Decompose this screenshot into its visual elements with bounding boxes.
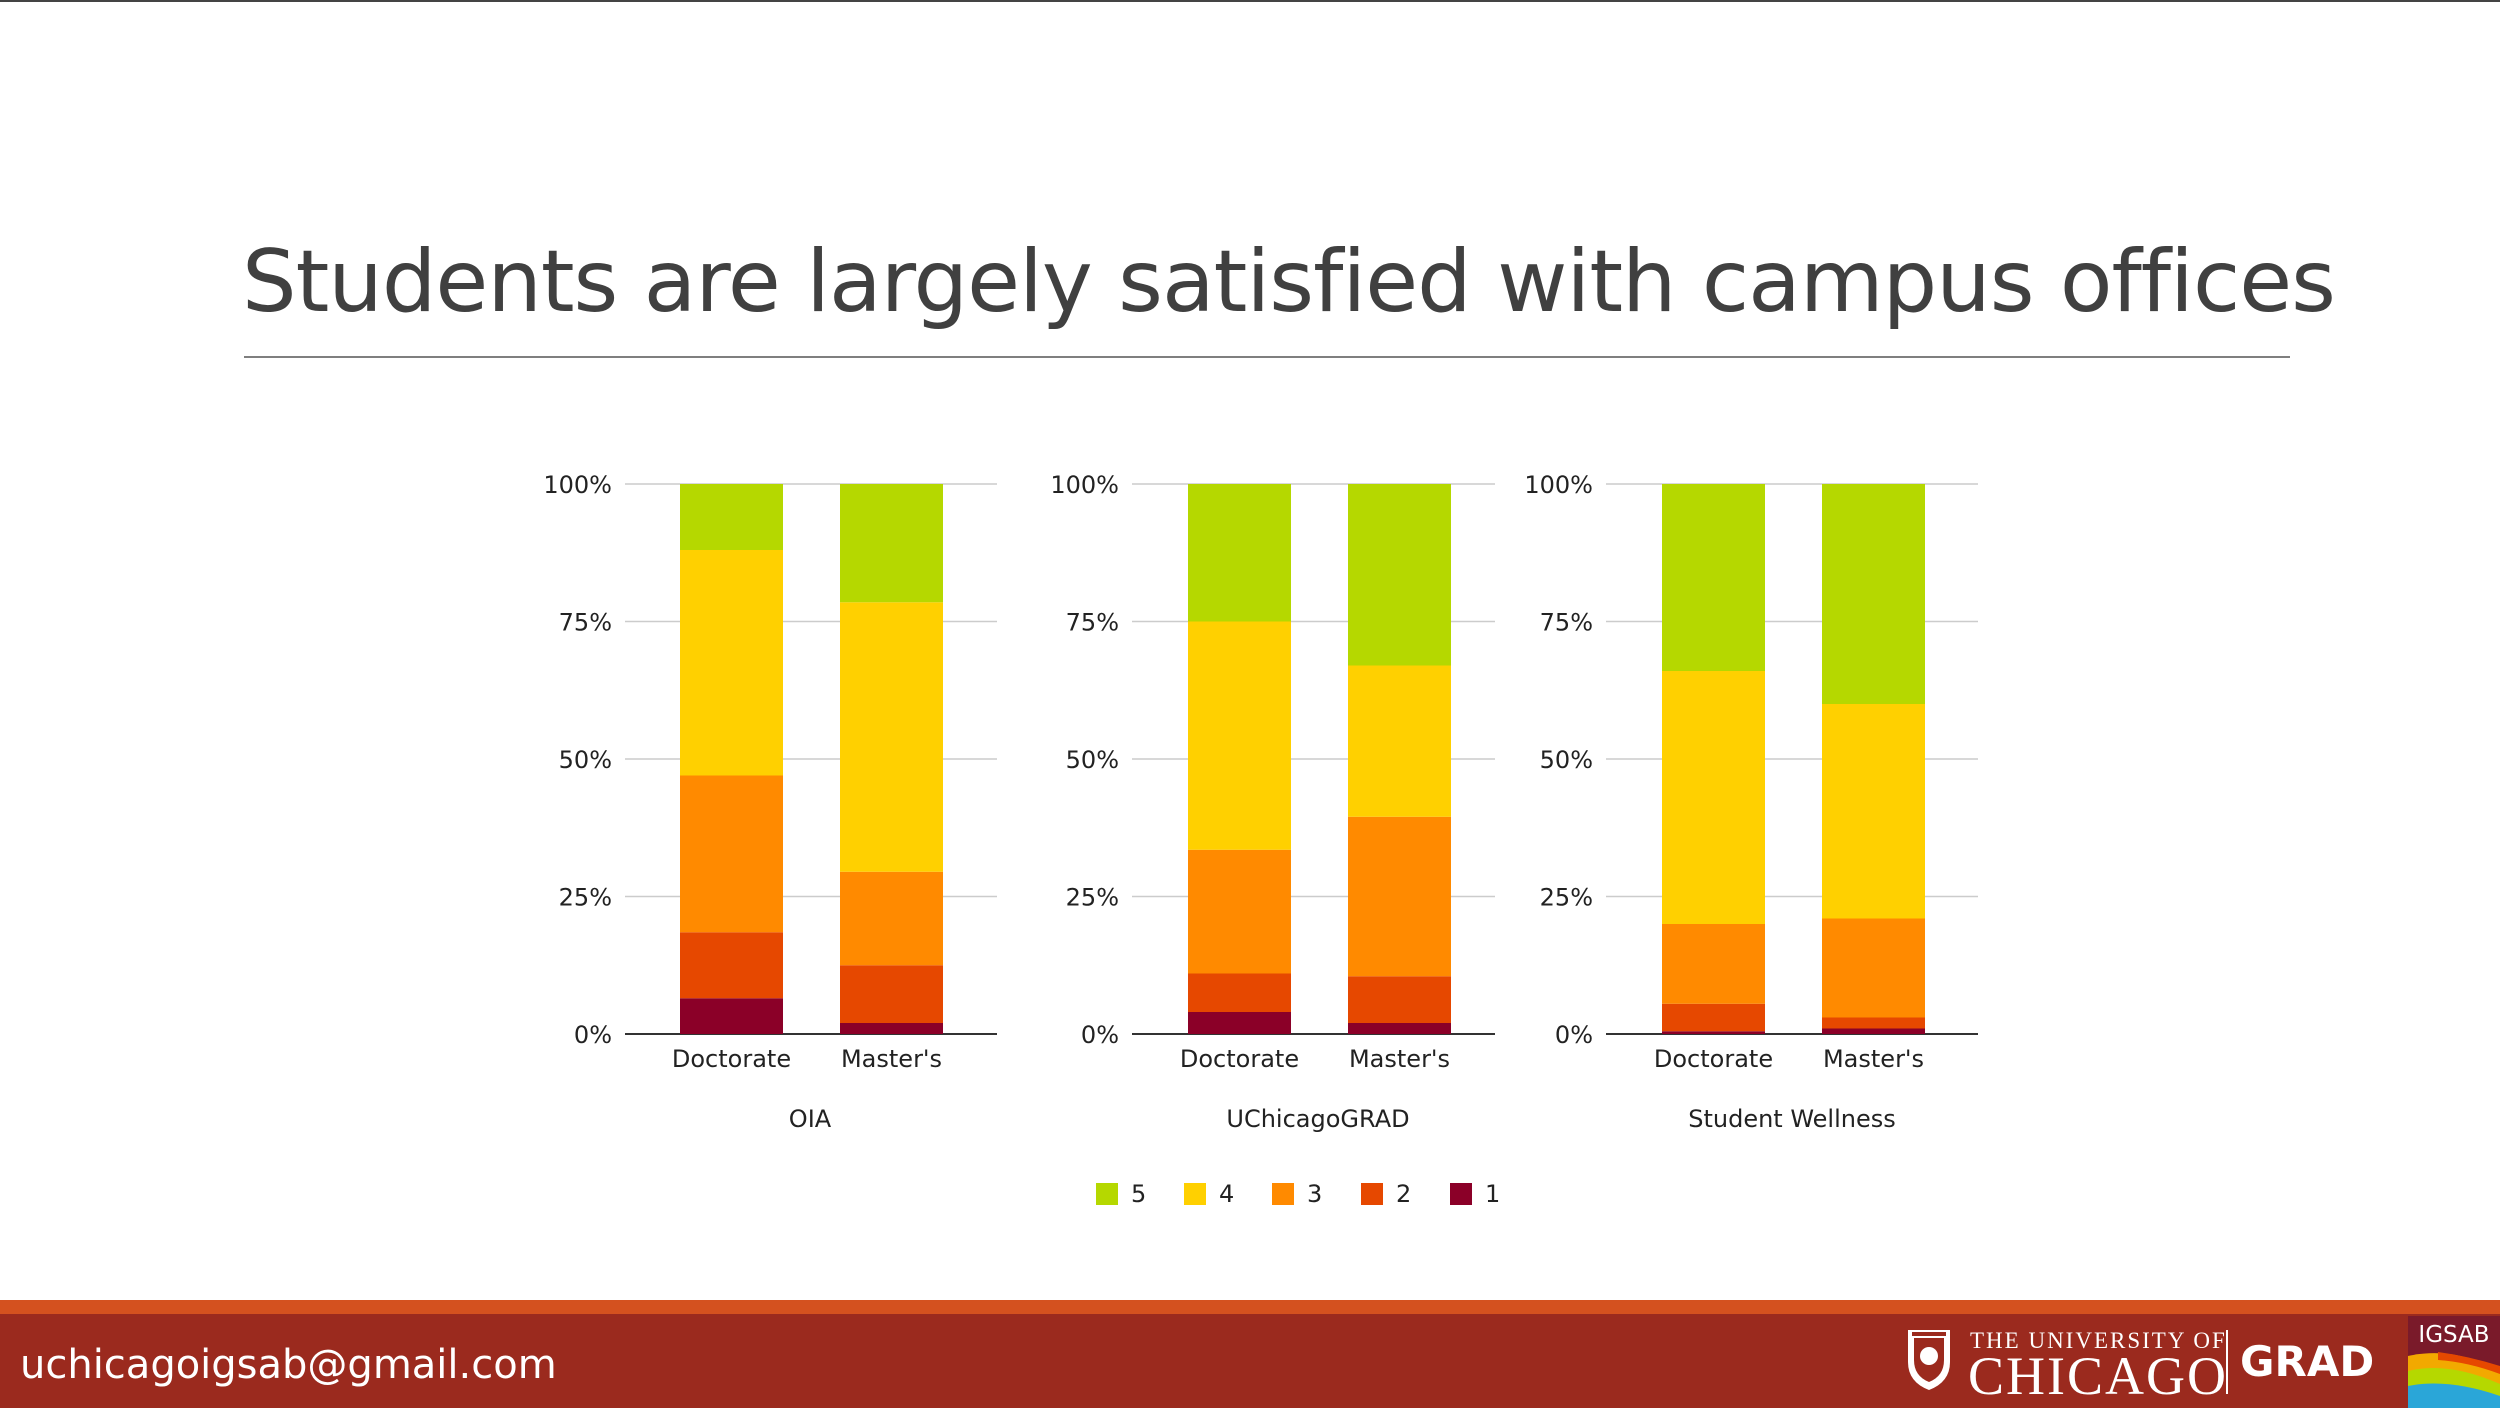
bar-segment (1662, 924, 1765, 1004)
bar-segment (1822, 1017, 1925, 1029)
igsab-label: IGSAB (2418, 1322, 2489, 1348)
legend-swatch (1450, 1183, 1472, 1205)
legend-swatch (1272, 1183, 1294, 1205)
university-name-line2: CHICAGO (1968, 1346, 2229, 1406)
bar-segment (1188, 849, 1291, 974)
bar-segment (1188, 973, 1291, 1012)
bar-segment (1822, 484, 1925, 704)
legend-label: 4 (1219, 1180, 1234, 1208)
y-tick-label: 100% (543, 471, 612, 499)
logo-divider (2226, 1330, 2228, 1394)
y-tick-label: 75% (1066, 609, 1119, 637)
bar-segment (1188, 621, 1291, 850)
y-tick-label: 50% (1540, 746, 1593, 774)
bar-segment (680, 932, 783, 999)
x-tick-label: Doctorate (1180, 1045, 1299, 1073)
legend-label: 1 (1485, 1180, 1500, 1208)
bar-segment (1188, 1012, 1291, 1034)
chart-panel-2: 0% 25% 50% 75% 100% Doctorate Master's Student … (1524, 471, 1978, 1133)
chart-panel-1: 0% 25% 50% 75% 100% Doctorate Master's UChicago… (1050, 471, 1495, 1133)
university-crest-icon (1908, 1330, 1950, 1390)
bar-segment (1662, 1003, 1765, 1032)
y-tick-label: 0% (1555, 1021, 1593, 1049)
bar-segment (1348, 484, 1451, 666)
x-tick-label: Master's (1349, 1045, 1450, 1073)
bar-segment (840, 1023, 943, 1034)
bar-segment (1662, 671, 1765, 924)
x-tick-label: Doctorate (672, 1045, 791, 1073)
bar-segment (680, 484, 783, 550)
legend-swatch (1096, 1183, 1118, 1205)
legend-label: 3 (1307, 1180, 1322, 1208)
y-tick-label: 25% (1066, 884, 1119, 912)
footer-email: uchicagoigsab@gmail.com (20, 1342, 557, 1388)
chart-panel-0: 0% 25% 50% 75% 100% Doctorate Master's OIA (543, 471, 997, 1133)
y-tick-label: 25% (1540, 884, 1593, 912)
bar-segment (1348, 816, 1451, 977)
bar-segment (840, 871, 943, 966)
bar-segment (1662, 484, 1765, 671)
stacked-bar-charts: 0%25%50%75%100%Doctorate Master'sOIA0%25%… (543, 471, 1978, 1208)
bar-segment (1348, 665, 1451, 817)
legend-swatch (1184, 1183, 1206, 1205)
y-tick-label: 50% (559, 746, 612, 774)
x-tick-label: Master's (841, 1045, 942, 1073)
panel-title: OIA (789, 1105, 832, 1133)
igsab-logo-icon: IGSAB (2408, 1316, 2500, 1408)
y-tick-label: 0% (1081, 1021, 1119, 1049)
bar-segment (1662, 1031, 1765, 1034)
bar-segment (1822, 1028, 1925, 1034)
y-tick-label: 75% (1540, 609, 1593, 637)
footer-bar (0, 1314, 2500, 1408)
panel-title: UChicagoGRAD (1226, 1105, 1409, 1133)
bar-segment (1822, 704, 1925, 919)
bar-segment (840, 484, 943, 603)
university-name-line1: THE UNIVERSITY OF (1970, 1328, 2227, 1353)
title-underline (244, 356, 2290, 358)
y-tick-label: 100% (1050, 471, 1119, 499)
bar-segment (1188, 484, 1291, 622)
slide-title: Students are largely satisfied with camp… (242, 232, 2336, 332)
bar-segment (840, 602, 943, 872)
y-tick-label: 75% (559, 609, 612, 637)
y-tick-label: 50% (1066, 746, 1119, 774)
legend-label: 5 (1131, 1180, 1146, 1208)
panel-title: Student Wellness (1688, 1105, 1896, 1133)
top-rule (0, 0, 2500, 2)
legend: 5 4 3 2 1 (1096, 1180, 1500, 1208)
legend-swatch (1361, 1183, 1383, 1205)
bar-segment (1822, 918, 1925, 1018)
footer-stripe (0, 1300, 2500, 1314)
bar-segment (1348, 1023, 1451, 1034)
bar-segment (680, 998, 783, 1034)
bar-segment (680, 550, 783, 776)
x-tick-label: Doctorate (1654, 1045, 1773, 1073)
y-tick-label: 0% (574, 1021, 612, 1049)
bar-segment (840, 965, 943, 1023)
grad-logo-text: GRAD (2240, 1337, 2375, 1386)
y-tick-label: 25% (559, 884, 612, 912)
legend-label: 2 (1396, 1180, 1411, 1208)
y-tick-label: 100% (1524, 471, 1593, 499)
bar-segment (680, 775, 783, 933)
bar-segment (1348, 976, 1451, 1023)
x-tick-label: Master's (1823, 1045, 1924, 1073)
